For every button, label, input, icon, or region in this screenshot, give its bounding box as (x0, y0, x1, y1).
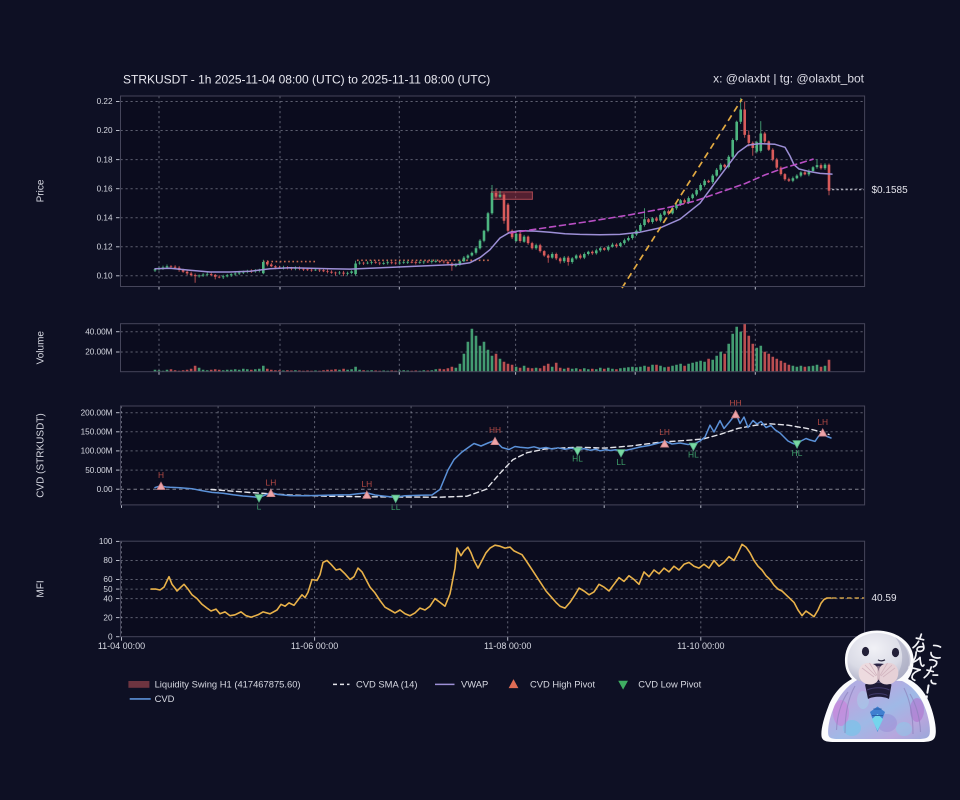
svg-text:LH: LH (817, 417, 828, 427)
svg-text:150.00M: 150.00M (81, 427, 113, 436)
svg-text:LL: LL (391, 502, 401, 512)
svg-text:MFI: MFI (36, 580, 47, 597)
svg-text:11-08 00:00: 11-08 00:00 (484, 641, 531, 651)
svg-text:50: 50 (103, 585, 113, 594)
svg-text:0.18: 0.18 (97, 155, 113, 164)
svg-text:CVD Low Pivot: CVD Low Pivot (638, 678, 701, 689)
svg-text:50.00M: 50.00M (85, 466, 112, 475)
svg-text:VWAP: VWAP (461, 678, 488, 689)
svg-text:H: H (158, 470, 164, 480)
svg-text:100.00M: 100.00M (81, 447, 113, 456)
svg-text:CVD High Pivot: CVD High Pivot (530, 678, 596, 689)
svg-text:CVD SMA (14): CVD SMA (14) (356, 678, 417, 689)
svg-text:L: L (257, 502, 262, 512)
svg-text:HH: HH (730, 398, 742, 408)
svg-text:HH: HH (489, 425, 501, 435)
svg-text:11-10 00:00: 11-10 00:00 (677, 641, 724, 651)
svg-text:80: 80 (103, 556, 113, 565)
svg-text:200.00M: 200.00M (81, 408, 113, 417)
svg-text:HL: HL (688, 450, 699, 460)
svg-text:11-06 00:00: 11-06 00:00 (291, 641, 338, 651)
svg-text:Price: Price (36, 179, 47, 202)
svg-text:0.22: 0.22 (97, 97, 113, 106)
svg-text:0.12: 0.12 (97, 242, 113, 251)
svg-text:LH: LH (361, 479, 372, 489)
svg-text:20.00M: 20.00M (85, 348, 112, 357)
svg-text:0.16: 0.16 (97, 184, 113, 193)
svg-text:100: 100 (99, 537, 113, 546)
svg-text:0.00: 0.00 (97, 485, 113, 494)
svg-text:STRKUSDT - 1h 2025-11-04 08:00: STRKUSDT - 1h 2025-11-04 08:00 (UTC) to … (123, 73, 490, 87)
svg-text:LH: LH (266, 478, 277, 488)
svg-text:40.00M: 40.00M (85, 327, 112, 336)
svg-text:x: @olaxbt | tg: @olaxbt_bot: x: @olaxbt | tg: @olaxbt_bot (713, 72, 865, 86)
svg-text:HL: HL (572, 454, 583, 464)
svg-text:0.14: 0.14 (97, 213, 113, 222)
svg-text:0.20: 0.20 (97, 126, 113, 135)
svg-text:LH: LH (659, 427, 670, 437)
svg-text:$0.1585: $0.1585 (872, 185, 909, 196)
svg-text:HL: HL (792, 448, 803, 458)
svg-text:11-04 00:00: 11-04 00:00 (98, 641, 145, 651)
svg-text:CVD: CVD (155, 693, 175, 704)
svg-text:Liquidity Swing H1 (417467875.: Liquidity Swing H1 (417467875.60) (155, 678, 301, 689)
svg-text:20: 20 (103, 613, 113, 622)
svg-text:0.10: 0.10 (97, 271, 113, 280)
svg-text:0: 0 (108, 632, 113, 641)
svg-text:LL: LL (616, 457, 626, 467)
svg-text:40.59: 40.59 (872, 593, 897, 604)
svg-text:60: 60 (103, 575, 113, 584)
svg-text:40: 40 (103, 594, 113, 603)
svg-text:CVD (STRKUSDT): CVD (STRKUSDT) (36, 413, 47, 497)
svg-text:Volume: Volume (36, 331, 47, 365)
